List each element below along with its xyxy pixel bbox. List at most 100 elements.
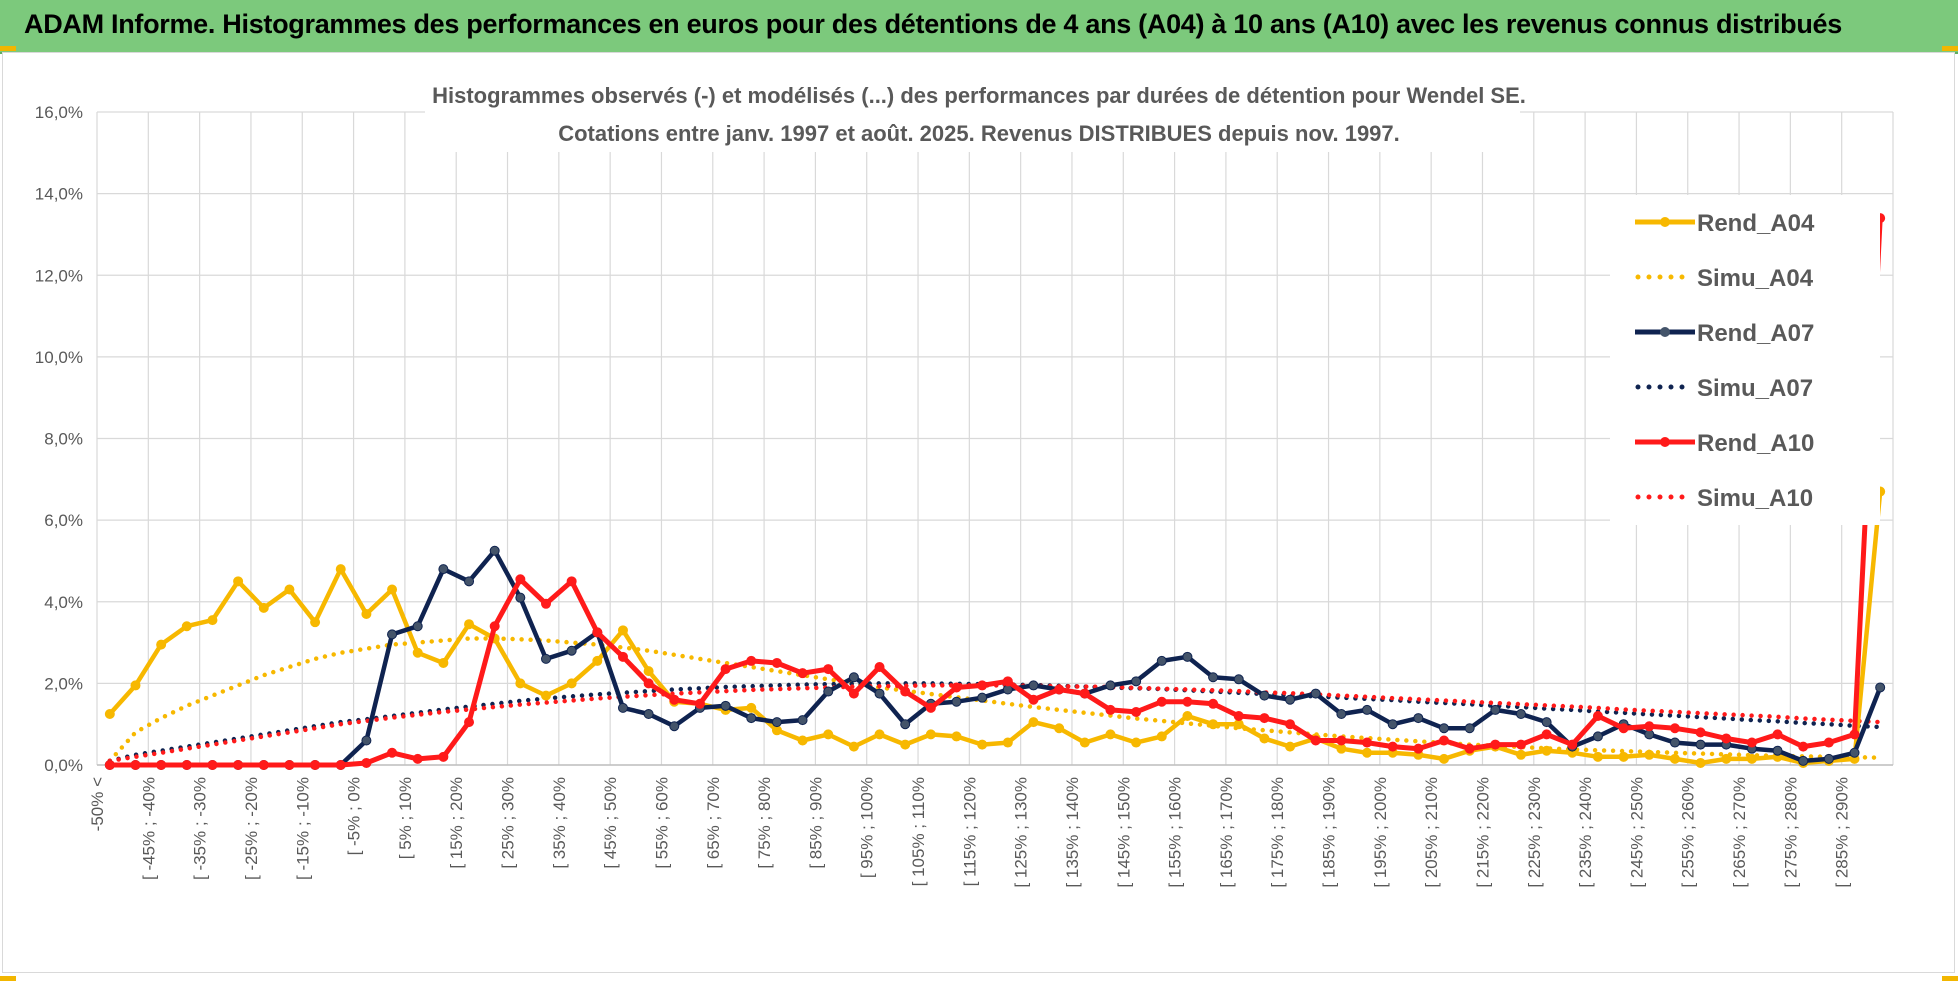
point-Rend_A10 xyxy=(541,598,551,609)
point-Rend_A07 xyxy=(438,564,449,575)
point-Rend_A04 xyxy=(1233,719,1244,730)
x-tick-label: [ 115% ; 120% xyxy=(960,777,979,886)
x-tick-label: [ 205% ; 210% xyxy=(1422,777,1441,888)
point-Rend_A07 xyxy=(1233,674,1244,685)
point-Rend_A07 xyxy=(541,653,551,664)
report-title: ADAM Informe. Histogrammes des performan… xyxy=(24,9,1842,39)
point-Rend_A10 xyxy=(438,751,449,762)
point-Rend_A10 xyxy=(1259,713,1270,724)
chart-title-line-1: Histogrammes observés (-) et modélisés (… xyxy=(432,83,1526,108)
point-Rend_A04 xyxy=(1515,749,1526,760)
point-Rend_A04 xyxy=(104,708,115,719)
point-Rend_A10 xyxy=(412,753,423,764)
legend-item-Simu_A04: Simu_A04 xyxy=(1635,265,1814,292)
legend-background xyxy=(1610,195,1880,525)
legend-label: Simu_A04 xyxy=(1697,265,1814,292)
point-Rend_A04 xyxy=(1336,743,1347,754)
legend-label: Rend_A04 xyxy=(1697,210,1815,237)
x-tick-label: [ 105% ; 110% xyxy=(909,777,928,886)
legend-marker xyxy=(1660,217,1670,227)
title-background xyxy=(425,72,1520,152)
point-Rend_A10 xyxy=(1285,719,1296,730)
point-Rend_A04 xyxy=(771,725,782,736)
point-Rend_A04 xyxy=(412,647,423,658)
point-Rend_A04 xyxy=(592,655,603,666)
legend-item-Simu_A10: Simu_A10 xyxy=(1635,485,1813,512)
point-Rend_A04 xyxy=(1079,737,1090,748)
point-Rend_A07 xyxy=(1156,655,1167,666)
point-Rend_A07 xyxy=(1208,672,1219,683)
point-Rend_A04 xyxy=(1362,747,1373,758)
x-tick-label: [ 265% ; 270% xyxy=(1730,777,1749,888)
point-Rend_A10 xyxy=(1028,694,1039,705)
x-tick-label: [ 285% ; 290% xyxy=(1833,777,1852,888)
point-Rend_A04 xyxy=(284,584,295,595)
point-Rend_A07 xyxy=(900,719,911,730)
point-Rend_A07 xyxy=(1131,676,1142,687)
x-tick-label: [ -15% ; -10% xyxy=(293,777,312,880)
point-Rend_A07 xyxy=(1413,713,1424,724)
point-Rend_A07 xyxy=(643,708,654,719)
x-tick-label: -50% < xyxy=(88,777,107,831)
x-tick-label: [ 225% ; 230% xyxy=(1525,777,1544,888)
point-Rend_A10 xyxy=(387,747,398,758)
point-Rend_A07 xyxy=(1310,688,1321,699)
point-Rend_A10 xyxy=(1849,729,1860,740)
point-Rend_A07 xyxy=(746,713,757,724)
corner-accent-bottom-left xyxy=(0,976,16,981)
x-tick-label: [ 255% ; 260% xyxy=(1679,777,1698,888)
point-Rend_A10 xyxy=(823,664,834,675)
point-Rend_A07 xyxy=(1849,747,1860,758)
point-Rend_A04 xyxy=(925,729,936,740)
point-Rend_A10 xyxy=(746,655,757,666)
point-Rend_A07 xyxy=(951,696,962,707)
point-Rend_A10 xyxy=(951,682,962,693)
point-Rend_A04 xyxy=(1669,753,1680,764)
line-Simu_A04 xyxy=(107,636,1883,764)
point-Rend_A10 xyxy=(925,702,936,713)
point-Rend_A07 xyxy=(1669,737,1680,748)
x-tick-label: [ 135% ; 140% xyxy=(1063,777,1082,888)
point-Rend_A10 xyxy=(1823,737,1834,748)
point-Rend_A04 xyxy=(746,702,757,713)
point-Rend_A10 xyxy=(1798,741,1809,752)
point-Rend_A07 xyxy=(1798,755,1809,766)
point-Rend_A07 xyxy=(848,672,859,683)
line-Rend_A10 xyxy=(109,217,1883,768)
point-Rend_A10 xyxy=(1567,739,1578,750)
point-Rend_A04 xyxy=(900,739,911,750)
x-tick-label: [ 45% ; 50% xyxy=(601,777,620,869)
x-tick-label: [ 175% ; 180% xyxy=(1268,777,1287,888)
point-Rend_A07 xyxy=(1515,708,1526,719)
chart-title-line-2: Cotations entre janv. 1997 et août. 2025… xyxy=(558,121,1400,146)
point-Rend_A04 xyxy=(1105,729,1116,740)
legend-label: Rend_A10 xyxy=(1697,430,1814,457)
point-Rend_A07 xyxy=(1285,694,1296,705)
line-Rend_A04 xyxy=(108,491,1883,766)
point-Rend_A04 xyxy=(515,678,526,689)
point-Rend_A10 xyxy=(1669,723,1680,734)
point-Rend_A10 xyxy=(1515,739,1526,750)
point-Rend_A04 xyxy=(1208,719,1219,730)
point-Rend_A04 xyxy=(130,680,141,691)
point-Rend_A04 xyxy=(1285,741,1296,752)
point-Rend_A10 xyxy=(310,760,321,770)
point-Rend_A10 xyxy=(1695,727,1706,738)
point-Rend_A04 xyxy=(617,625,628,636)
x-tick-label: [ -25% ; -20% xyxy=(242,777,261,880)
point-Rend_A10 xyxy=(1336,735,1347,746)
x-tick-label: [ 85% ; 90% xyxy=(806,777,825,869)
x-tick-label: [ 145% ; 150% xyxy=(1114,777,1133,888)
x-tick-label: [ 65% ; 70% xyxy=(704,777,723,869)
y-tick-label: 16,0% xyxy=(35,103,83,122)
legend-item-Rend_A04: Rend_A04 xyxy=(1635,210,1815,237)
point-Rend_A04 xyxy=(335,564,346,575)
point-Rend_A10 xyxy=(592,627,603,638)
point-Rend_A04 xyxy=(1644,749,1655,760)
point-Rend_A10 xyxy=(669,694,680,705)
point-Rend_A10 xyxy=(720,664,731,675)
point-Rend_A10 xyxy=(1490,739,1501,750)
point-Rend_A04 xyxy=(438,657,449,668)
point-Rend_A04 xyxy=(156,639,167,650)
